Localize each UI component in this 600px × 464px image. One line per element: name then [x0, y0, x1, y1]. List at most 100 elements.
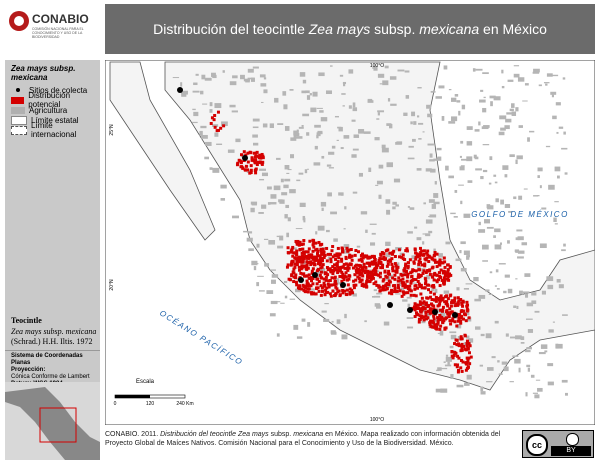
agriculture-patch: [406, 296, 412, 299]
agriculture-patch: [279, 235, 284, 241]
distribution-cell: [237, 158, 241, 162]
distribution-cell: [464, 319, 468, 323]
agriculture-patch: [448, 89, 452, 91]
agriculture-patch: [495, 269, 499, 273]
distribution-cell: [432, 292, 436, 296]
agriculture-patch: [200, 90, 204, 95]
agriculture-patch: [261, 172, 269, 177]
agriculture-patch: [388, 274, 394, 278]
distribution-cell: [375, 273, 379, 277]
agriculture-patch: [404, 70, 410, 73]
distribution-cell: [406, 266, 410, 270]
distribution-cell: [286, 246, 290, 250]
agriculture-patch: [517, 77, 525, 82]
agriculture-patch: [214, 103, 222, 109]
distribution-cell: [453, 320, 457, 324]
distribution-cell: [448, 319, 452, 323]
distribution-cell: [426, 305, 430, 309]
agriculture-patch: [465, 283, 473, 285]
distribution-cell: [435, 252, 439, 256]
agriculture-patch: [516, 229, 523, 232]
potential-distribution: [209, 110, 473, 374]
agriculture-patch: [274, 97, 279, 103]
distribution-cell: [461, 360, 465, 364]
distribution-cell: [305, 279, 309, 283]
distribution-cell: [365, 285, 369, 289]
distribution-cell: [289, 250, 293, 254]
distribution-cell: [391, 276, 395, 280]
distribution-cell: [304, 274, 308, 278]
agriculture-patch: [425, 233, 431, 237]
distribution-cell: [375, 266, 379, 270]
distribution-cell: [374, 261, 378, 265]
distribution-cell: [301, 247, 305, 251]
distribution-cell: [338, 269, 342, 273]
distribution-cell: [346, 268, 350, 272]
distribution-cell: [354, 249, 358, 253]
distribution-cell: [421, 305, 425, 309]
distribution-cell: [328, 292, 332, 296]
agriculture-patch: [301, 318, 306, 322]
distribution-cell: [425, 317, 429, 321]
distribution-cell: [343, 274, 347, 278]
agriculture-patch: [316, 132, 321, 137]
distribution-cell: [331, 245, 335, 249]
agriculture-patch: [303, 217, 306, 223]
distribution-cell: [354, 278, 358, 282]
agriculture-patch: [282, 91, 287, 96]
agriculture-patch: [514, 249, 518, 253]
distribution-cell: [405, 247, 409, 251]
agriculture-patch: [252, 66, 259, 69]
agriculture-patch: [454, 94, 459, 97]
agriculture-patch: [356, 245, 361, 248]
projection-system: Sistema de Coordenadas Planas: [11, 353, 83, 366]
agriculture-patch: [450, 97, 457, 102]
agriculture-patch: [494, 244, 502, 250]
distribution-cell: [254, 161, 258, 165]
distribution-cell: [355, 263, 359, 267]
agriculture-patch: [443, 361, 446, 363]
distribution-cell: [434, 299, 438, 303]
distribution-cell: [406, 264, 410, 268]
agriculture-patch: [551, 74, 559, 77]
agriculture-patch: [321, 155, 325, 159]
collection-site: [432, 309, 438, 315]
distribution-cell: [428, 295, 432, 299]
distribution-cell: [426, 309, 430, 313]
distribution-cell: [438, 296, 442, 300]
agriculture-patch: [450, 334, 457, 340]
agriculture-patch: [302, 79, 307, 84]
distribution-cell: [298, 240, 302, 244]
distribution-cell: [413, 284, 417, 288]
distribution-cell: [317, 289, 321, 293]
distribution-cell: [428, 311, 432, 315]
distribution-cell: [325, 259, 329, 263]
distribution-cell: [326, 252, 330, 256]
distribution-cell: [348, 290, 352, 294]
distribution-cell: [432, 304, 436, 308]
distribution-cell: [329, 269, 333, 273]
agriculture-patch: [266, 186, 272, 190]
agriculture-patch: [521, 242, 528, 246]
agriculture-patch: [454, 189, 458, 193]
agriculture-patch: [525, 293, 529, 298]
distribution-cell: [316, 249, 320, 253]
distribution-cell: [318, 243, 322, 247]
scale-label: 240 Km: [176, 401, 193, 407]
agriculture-patch: [481, 126, 489, 130]
distribution-cell: [422, 300, 426, 304]
distribution-cell: [396, 279, 400, 283]
distribution-cell: [298, 284, 302, 288]
agriculture-patch: [256, 282, 260, 287]
agriculture-patch: [295, 288, 301, 293]
distribution-cell: [429, 302, 433, 306]
agriculture-patch: [220, 198, 226, 201]
agriculture-patch: [353, 134, 360, 138]
agriculture-patch: [558, 126, 564, 129]
distribution-cell: [296, 286, 300, 290]
agriculture-patch: [546, 73, 553, 77]
distribution-cell: [304, 290, 308, 294]
distribution-cell: [424, 270, 428, 274]
distribution-cell: [423, 282, 427, 286]
distribution-cell: [441, 305, 445, 309]
